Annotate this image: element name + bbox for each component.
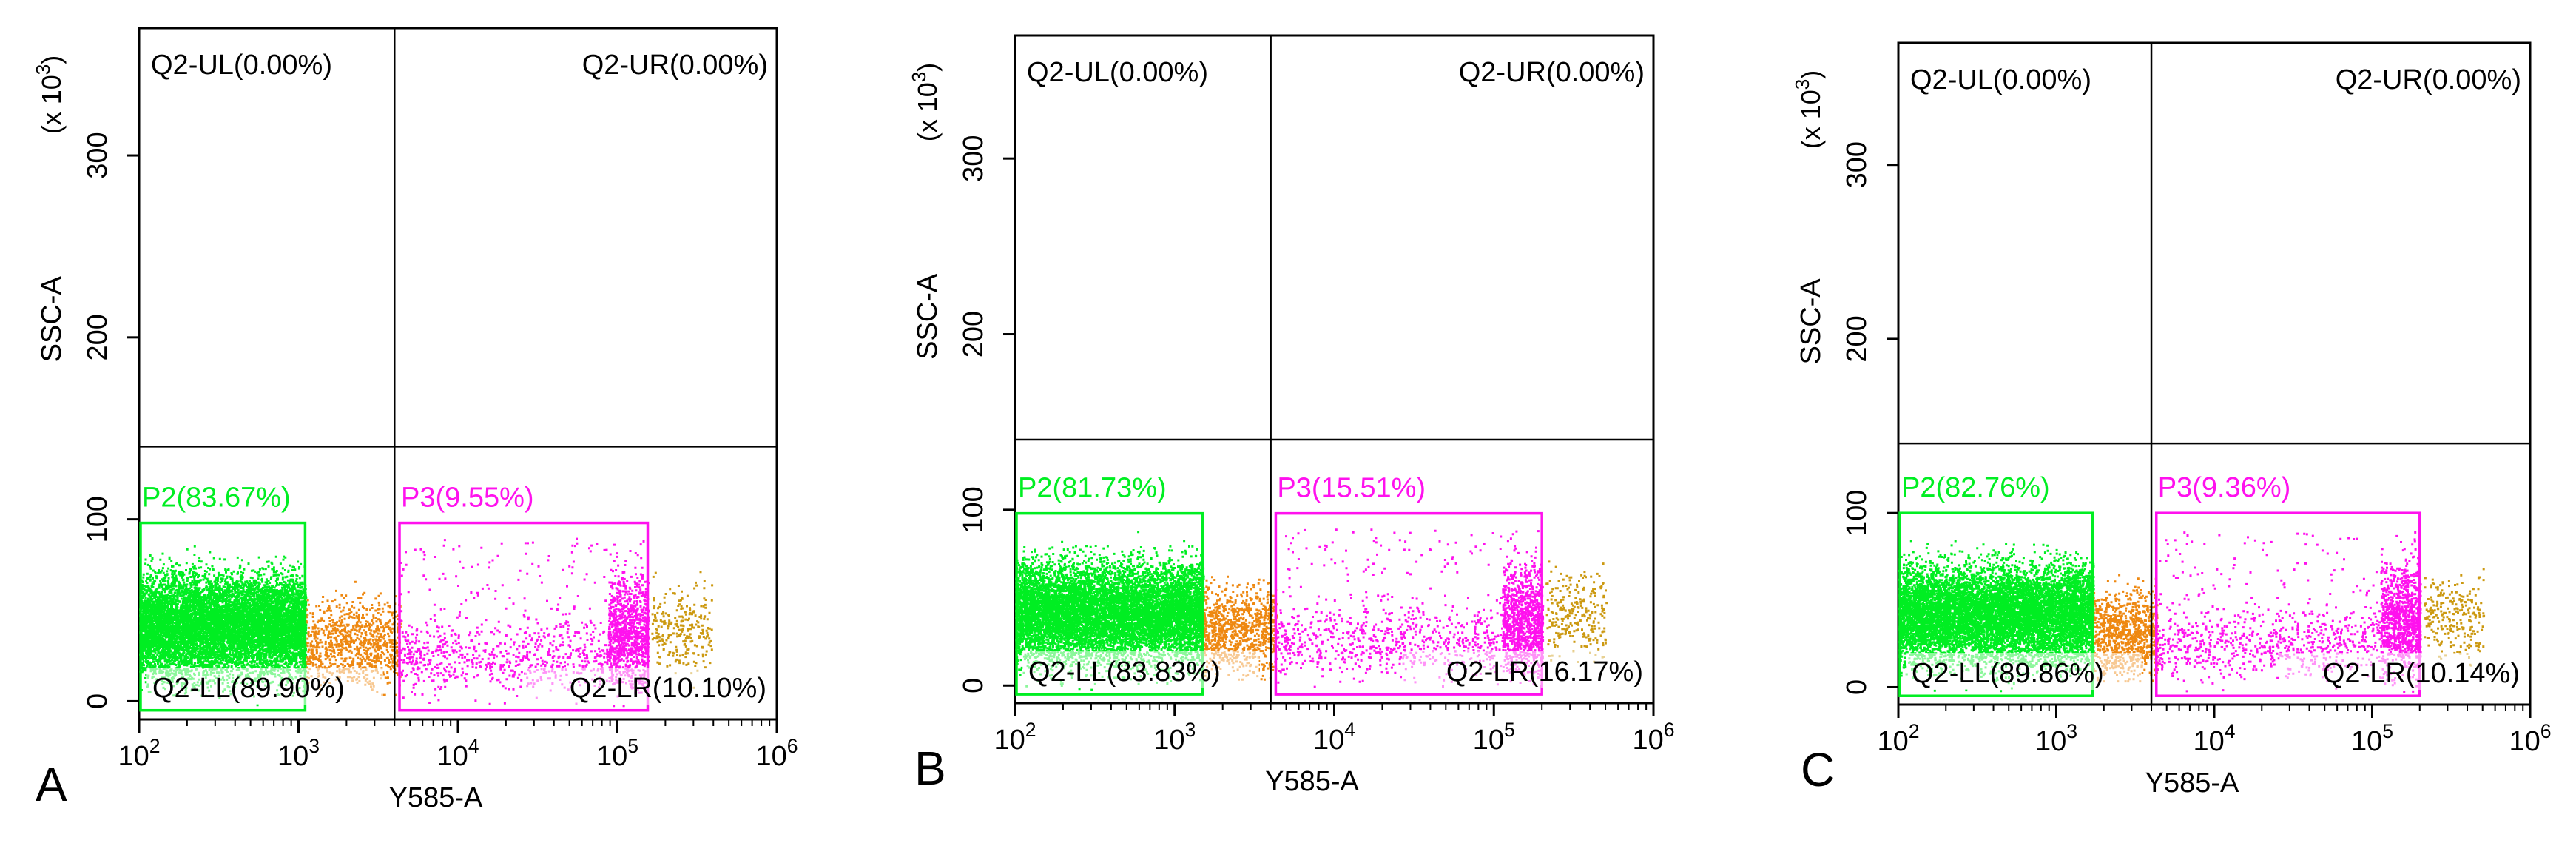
gate-p2 xyxy=(139,521,307,712)
x-tick-label: 102 xyxy=(994,719,1036,756)
quadrant-label-lr: Q2-LR(10.14%) xyxy=(2323,658,2520,689)
high-events xyxy=(651,571,714,689)
p3-events xyxy=(399,537,650,708)
y-tick-label: 100 xyxy=(958,486,989,533)
y-tick-label: 200 xyxy=(958,311,989,357)
gate-label-p2: P2(82.76%) xyxy=(1901,472,2050,503)
high-events xyxy=(2424,568,2486,671)
x-tick-label: 104 xyxy=(436,735,479,772)
quadrant-label-ul: Q2-UL(0.00%) xyxy=(1910,64,2091,95)
panel-letter: A xyxy=(36,758,67,811)
y-multiplier-label: (x 103) xyxy=(32,56,67,135)
p2-events xyxy=(139,545,308,707)
panel-letter: C xyxy=(1801,743,1835,796)
y-multiplier-label: (x 103) xyxy=(1791,70,1826,150)
y-tick-label: 200 xyxy=(1841,315,1872,362)
x-tick-label: 105 xyxy=(1473,719,1515,756)
x-tick-label: 102 xyxy=(118,735,160,772)
x-axis-label: Y585-A xyxy=(2145,768,2239,799)
y-axis-label: SSC-A xyxy=(912,273,943,360)
quadrant-label-ll-bg xyxy=(1022,651,1259,688)
x-tick-label: 106 xyxy=(2509,720,2551,757)
gate-label-p3: P3(15.51%) xyxy=(1277,473,1426,504)
quadrant-label-ll: Q2-LL(89.90%) xyxy=(152,673,345,704)
y-tick-label: 200 xyxy=(82,314,113,360)
quadrant-label-ul: Q2-UL(0.00%) xyxy=(1027,57,1208,88)
quadrant-label-ll-bg xyxy=(146,668,383,705)
y-tick-label: 300 xyxy=(1841,141,1872,188)
gate-p3 xyxy=(398,521,650,712)
y-tick-label: 100 xyxy=(1841,490,1872,537)
gate-p3 xyxy=(2154,511,2421,697)
panel-letter: B xyxy=(914,742,946,795)
quadrant-label-lr-bg xyxy=(2279,653,2523,690)
high-events xyxy=(1545,560,1608,663)
gate-label-p3: P3(9.36%) xyxy=(2158,472,2291,503)
y-axis-label: SSC-A xyxy=(1796,278,1827,365)
p3-events xyxy=(1275,528,1545,688)
ungated-events xyxy=(305,580,402,696)
x-tick-label: 106 xyxy=(1632,719,1674,756)
gate-label-p3: P3(9.55%) xyxy=(401,483,534,514)
y-tick-label: 0 xyxy=(82,693,113,709)
p2-events xyxy=(1015,531,1205,691)
quadrant-label-ul: Q2-UL(0.00%) xyxy=(151,50,332,81)
x-tick-label: 103 xyxy=(277,735,320,772)
quadrant-label-lr: Q2-LR(10.10%) xyxy=(570,673,766,704)
x-tick-label: 103 xyxy=(2035,720,2077,757)
quadrant-label-lr-bg xyxy=(525,668,769,705)
y-tick-label: 0 xyxy=(1841,679,1872,695)
y-tick-label: 300 xyxy=(958,135,989,181)
x-tick-label: 102 xyxy=(1877,720,1919,757)
y-axis-label: SSC-A xyxy=(36,276,67,363)
gate-label-p2: P2(81.73%) xyxy=(1018,473,1167,504)
x-axis-label: Y585-A xyxy=(1265,766,1359,797)
quadrant-label-lr: Q2-LR(16.17%) xyxy=(1446,656,1643,688)
gate-p2 xyxy=(1898,511,2094,697)
chart-panel-a: P2(83.67%) P3(9.55%) Q2-UL(0.00%) Q2-UR(0.0… xyxy=(32,27,798,813)
x-tick-label: 105 xyxy=(2351,720,2393,757)
quadrant-label-ll-bg xyxy=(1906,653,2142,690)
quadrant-label-ur: Q2-UR(0.00%) xyxy=(2336,64,2521,95)
chart-panel-c: P2(82.76%) P3(9.36%) Q2-UL(0.00%) Q2-UR(0.0… xyxy=(1791,41,2552,799)
x-tick-label: 106 xyxy=(755,735,798,772)
x-axis-label: Y585-A xyxy=(389,782,483,813)
gate-p2 xyxy=(1015,511,1204,696)
x-tick-label: 104 xyxy=(1313,719,1355,756)
y-tick-label: 100 xyxy=(82,496,113,543)
x-tick-label: 103 xyxy=(1153,719,1196,756)
quadrant-label-ll: Q2-LL(83.83%) xyxy=(1028,656,1221,688)
x-tick-label: 104 xyxy=(2193,720,2235,757)
chart-panel-b: P2(81.73%) P3(15.51%) Q2-UL(0.00%) Q2-UR(0.… xyxy=(908,34,1675,797)
quadrant-label-lr-bg xyxy=(1402,651,1646,688)
y-tick-label: 0 xyxy=(958,678,989,693)
event-dots xyxy=(139,537,714,708)
gate-p3 xyxy=(1274,511,1543,696)
x-tick-label: 105 xyxy=(596,735,638,772)
quadrant-label-ur: Q2-UR(0.00%) xyxy=(1459,57,1645,88)
gate-label-p2: P2(83.67%) xyxy=(142,483,291,514)
quadrant-label-ur: Q2-UR(0.00%) xyxy=(582,50,768,81)
y-tick-label: 300 xyxy=(82,132,113,178)
y-multiplier-label: (x 103) xyxy=(908,63,943,142)
quadrant-label-ll: Q2-LL(89.86%) xyxy=(1912,658,2104,689)
